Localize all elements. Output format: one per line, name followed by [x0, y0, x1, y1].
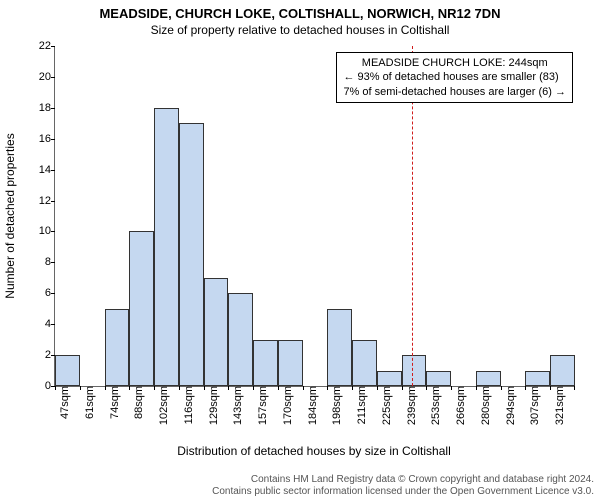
x-tick-label: 129sqm	[204, 386, 220, 425]
x-tick-label: 47sqm	[55, 386, 71, 419]
histogram-bar	[476, 371, 501, 386]
x-tick-mark	[154, 386, 155, 390]
x-tick-label: 102sqm	[154, 386, 170, 425]
histogram-bar	[105, 309, 130, 386]
histogram-bar	[179, 123, 204, 386]
footer-line: Contains public sector information licen…	[212, 486, 594, 498]
histogram-bar	[55, 355, 80, 386]
annotation-line: 7% of semi-detached houses are larger (6…	[343, 85, 566, 99]
histogram-bar	[278, 340, 303, 386]
x-tick-mark	[55, 386, 56, 390]
x-tick-label: 143sqm	[228, 386, 244, 425]
x-tick-mark	[574, 386, 575, 390]
y-tick-mark	[51, 108, 55, 109]
x-tick-mark	[253, 386, 254, 390]
histogram-bar	[327, 309, 352, 386]
x-tick-mark	[105, 386, 106, 390]
x-tick-label: 266sqm	[451, 386, 467, 425]
x-tick-mark	[179, 386, 180, 390]
x-tick-mark	[278, 386, 279, 390]
footer-line: Contains HM Land Registry data © Crown c…	[212, 474, 594, 486]
x-tick-label: 225sqm	[377, 386, 393, 425]
y-tick-mark	[51, 139, 55, 140]
annotation-box: MEADSIDE CHURCH LOKE: 244sqm← 93% of det…	[336, 52, 573, 103]
y-tick-mark	[51, 170, 55, 171]
x-tick-mark	[327, 386, 328, 390]
x-tick-label: 184sqm	[303, 386, 319, 425]
x-axis-label: Distribution of detached houses by size …	[54, 444, 574, 458]
histogram-bar	[525, 371, 550, 386]
x-tick-mark	[377, 386, 378, 390]
chart-title-sub: Size of property relative to detached ho…	[0, 21, 600, 37]
x-tick-mark	[476, 386, 477, 390]
histogram-bar	[377, 371, 402, 386]
histogram-bar	[402, 355, 427, 386]
histogram-bar	[228, 293, 253, 386]
x-tick-label: 198sqm	[327, 386, 343, 425]
x-tick-label: 280sqm	[476, 386, 492, 425]
x-tick-mark	[352, 386, 353, 390]
x-tick-label: 116sqm	[179, 386, 195, 424]
x-tick-mark	[501, 386, 502, 390]
y-tick-mark	[51, 231, 55, 232]
y-axis-label: Number of detached properties	[3, 133, 17, 298]
x-tick-label: 239sqm	[402, 386, 418, 425]
footer-attribution: Contains HM Land Registry data © Crown c…	[212, 474, 594, 498]
y-tick-mark	[51, 324, 55, 325]
plot-area: 024681012141618202247sqm61sqm74sqm88sqm1…	[54, 46, 575, 387]
y-tick-mark	[51, 262, 55, 263]
histogram-bar	[253, 340, 278, 386]
x-tick-label: 211sqm	[352, 386, 368, 424]
y-tick-mark	[51, 201, 55, 202]
x-tick-mark	[426, 386, 427, 390]
x-tick-mark	[402, 386, 403, 390]
x-tick-label: 88sqm	[129, 386, 145, 419]
annotation-line: MEADSIDE CHURCH LOKE: 244sqm	[343, 56, 566, 70]
x-tick-label: 157sqm	[253, 386, 269, 425]
histogram-bar	[550, 355, 575, 386]
histogram-bar	[426, 371, 451, 386]
x-tick-label: 294sqm	[501, 386, 517, 425]
x-tick-label: 321sqm	[550, 386, 566, 425]
x-tick-mark	[550, 386, 551, 390]
chart-title-main: MEADSIDE, CHURCH LOKE, COLTISHALL, NORWI…	[0, 0, 600, 21]
x-tick-label: 253sqm	[426, 386, 442, 425]
x-tick-mark	[451, 386, 452, 390]
x-tick-mark	[129, 386, 130, 390]
histogram-bar	[352, 340, 377, 386]
annotation-line: ← 93% of detached houses are smaller (83…	[343, 70, 566, 84]
histogram-bar	[129, 231, 154, 386]
y-tick-mark	[51, 77, 55, 78]
x-tick-label: 170sqm	[278, 386, 294, 425]
x-tick-mark	[228, 386, 229, 390]
y-tick-mark	[51, 46, 55, 47]
x-tick-label: 307sqm	[525, 386, 541, 425]
histogram-bar	[204, 278, 229, 386]
x-tick-mark	[80, 386, 81, 390]
histogram-bar	[154, 108, 179, 386]
x-tick-label: 61sqm	[80, 386, 96, 419]
x-tick-mark	[525, 386, 526, 390]
x-tick-label: 74sqm	[105, 386, 121, 419]
x-tick-mark	[204, 386, 205, 390]
y-tick-mark	[51, 293, 55, 294]
x-tick-mark	[303, 386, 304, 390]
